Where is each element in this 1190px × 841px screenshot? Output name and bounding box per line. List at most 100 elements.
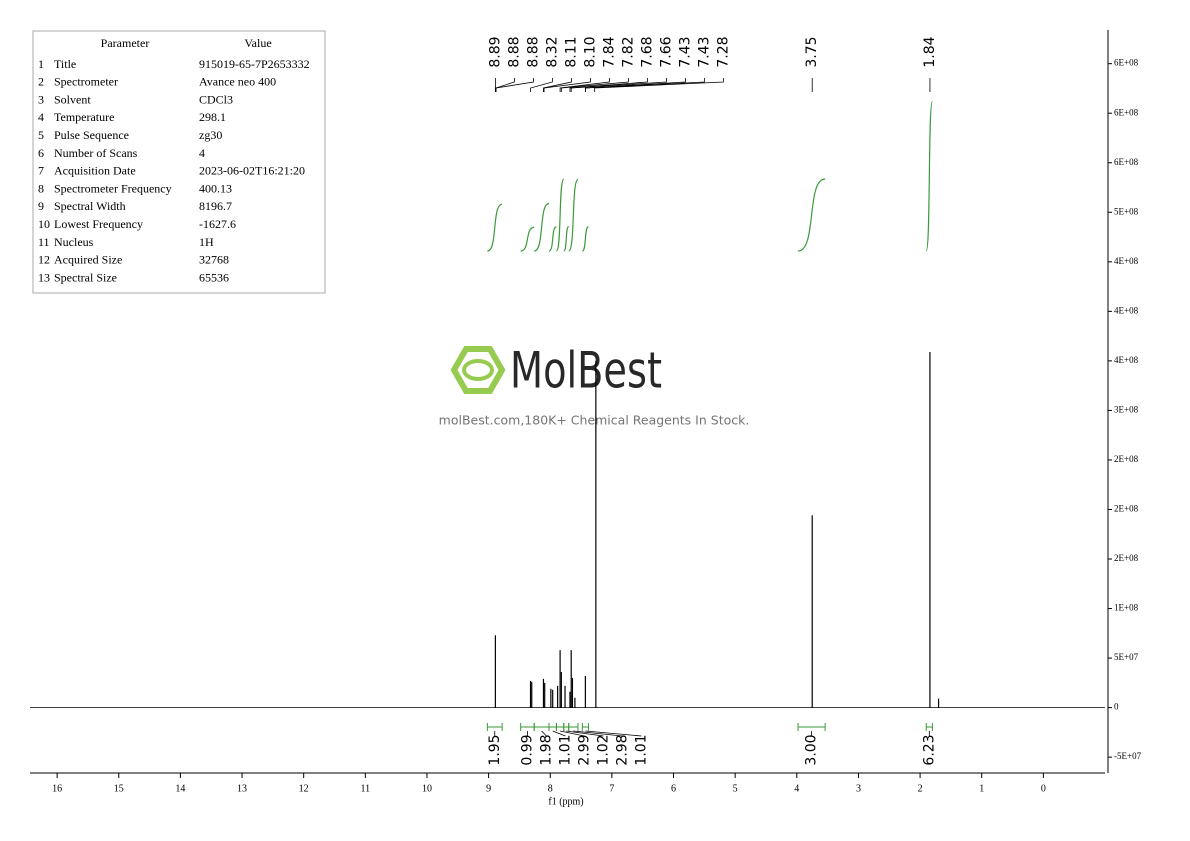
table-cell: 1 bbox=[38, 57, 44, 71]
table-cell: 9 bbox=[38, 199, 44, 213]
x-tick-label: 6 bbox=[671, 783, 676, 794]
table-cell: Acquired Size bbox=[54, 253, 122, 267]
peak-label: 8.11 bbox=[563, 36, 579, 67]
table-cell: Pulse Sequence bbox=[54, 128, 129, 142]
x-tick-label: 1 bbox=[979, 783, 984, 794]
integral-leader bbox=[552, 730, 566, 737]
table-cell: Spectrometer Frequency bbox=[54, 181, 172, 195]
table-cell: 8196.7 bbox=[199, 199, 232, 213]
table-cell: 12 bbox=[38, 253, 50, 267]
table-cell: 11 bbox=[38, 235, 50, 249]
peak-label: 7.66 bbox=[658, 36, 674, 67]
table-cell: 8 bbox=[38, 181, 44, 195]
integral-leader bbox=[585, 730, 642, 737]
table-cell: 32768 bbox=[199, 253, 229, 267]
peak-label: 8.32 bbox=[544, 36, 560, 67]
y-tick-label: 0 bbox=[1114, 702, 1119, 712]
integral-label: 1.98 bbox=[538, 734, 554, 765]
y-tick-label: 2E+08 bbox=[1114, 454, 1139, 464]
peak-label: 7.82 bbox=[620, 36, 636, 67]
y-tick-label: 4E+08 bbox=[1114, 355, 1139, 365]
peak-label-leader bbox=[584, 78, 705, 92]
integral-leader bbox=[541, 730, 547, 737]
y-tick-label: 2E+08 bbox=[1114, 553, 1139, 563]
integral-bracket bbox=[486, 723, 503, 731]
y-tick-label: 6E+08 bbox=[1114, 58, 1139, 68]
table-cell: Title bbox=[54, 57, 76, 71]
x-tick-label: 12 bbox=[299, 783, 309, 794]
peak-label-leader bbox=[495, 78, 534, 92]
peak-label-leader bbox=[543, 78, 572, 92]
peak-label: 7.43 bbox=[696, 36, 712, 67]
table-cell: 6 bbox=[38, 146, 44, 160]
table-cell: CDCl3 bbox=[199, 92, 233, 106]
table-cell: Solvent bbox=[54, 92, 91, 106]
x-tick-label: 3 bbox=[856, 783, 861, 794]
table-cell: -1627.6 bbox=[199, 217, 236, 231]
peak-label-leader bbox=[530, 78, 553, 92]
x-tick-label: 7 bbox=[609, 783, 614, 794]
table-cell: Nucleus bbox=[54, 235, 94, 249]
integral-label: 1.02 bbox=[595, 734, 611, 765]
table-cell: 2023-06-02T16:21:20 bbox=[199, 164, 305, 178]
x-tick-label: 14 bbox=[175, 783, 185, 794]
table-cell: Temperature bbox=[54, 110, 114, 124]
table-cell: Spectrometer bbox=[54, 75, 118, 89]
integral-label: 1.95 bbox=[487, 734, 503, 765]
table-cell: 2 bbox=[38, 75, 44, 89]
table-cell: Spectral Size bbox=[54, 270, 117, 284]
peak-label: 3.75 bbox=[804, 36, 820, 67]
peak-label: 1.84 bbox=[922, 36, 938, 67]
watermark-brand: MolBest bbox=[510, 342, 662, 400]
x-tick-label: 4 bbox=[794, 783, 799, 794]
table-cell: Acquisition Date bbox=[54, 164, 136, 178]
table-cell: 298.1 bbox=[199, 110, 226, 124]
x-tick-label: 9 bbox=[486, 783, 491, 794]
table-cell: 915019-65-7P2653332 bbox=[199, 57, 310, 71]
x-tick-label: 10 bbox=[422, 783, 432, 794]
y-tick-label: 3E+08 bbox=[1114, 404, 1139, 414]
x-tick-label: 16 bbox=[52, 783, 62, 794]
x-tick-label: 13 bbox=[237, 783, 247, 794]
x-tick-label: 2 bbox=[918, 783, 923, 794]
integral-curve bbox=[520, 226, 535, 252]
x-tick-label: 5 bbox=[733, 783, 738, 794]
y-tick-label: 2E+08 bbox=[1114, 504, 1139, 514]
integral-leader bbox=[573, 730, 623, 737]
peak-label: 8.88 bbox=[525, 36, 541, 67]
y-tick-label: 6E+08 bbox=[1114, 107, 1139, 117]
peak-label: 7.43 bbox=[677, 36, 693, 67]
peak-label: 8.89 bbox=[487, 36, 503, 67]
table-cell: 400.13 bbox=[199, 181, 232, 195]
table-cell: zg30 bbox=[199, 128, 222, 142]
integral-curve bbox=[581, 226, 590, 252]
y-tick-label: 4E+08 bbox=[1114, 305, 1139, 315]
x-tick-label: 8 bbox=[548, 783, 553, 794]
peak-label: 7.28 bbox=[715, 36, 731, 67]
x-axis-label: f1 (ppm) bbox=[548, 796, 583, 807]
integral-leader bbox=[566, 730, 604, 737]
integral-curve bbox=[555, 178, 565, 252]
y-tick-label: -5E+07 bbox=[1114, 751, 1142, 761]
table-header: Value bbox=[244, 36, 271, 50]
y-tick-label: 5E+08 bbox=[1114, 206, 1139, 216]
peak-label: 8.10 bbox=[582, 36, 598, 67]
peak-label: 8.88 bbox=[506, 36, 522, 67]
y-tick-label: 4E+08 bbox=[1114, 256, 1139, 266]
integral-bracket bbox=[925, 723, 933, 731]
table-cell: 1H bbox=[199, 235, 214, 249]
integral-bracket bbox=[581, 723, 589, 731]
integral-bracket bbox=[568, 723, 579, 731]
integral-label: 0.99 bbox=[519, 734, 535, 765]
integral-curve bbox=[487, 203, 503, 252]
peak-label: 7.84 bbox=[601, 36, 617, 67]
integral-curve bbox=[563, 225, 570, 252]
watermark: MolBest molBest.com,180K+ Chemical Reage… bbox=[439, 342, 750, 428]
table-cell: 4 bbox=[199, 146, 205, 160]
y-tick-label: 6E+08 bbox=[1114, 157, 1139, 167]
integral-label: 1.01 bbox=[633, 734, 649, 765]
peak-label: 7.68 bbox=[639, 36, 655, 67]
integral-label: 2.98 bbox=[614, 734, 630, 765]
table-cell: Number of Scans bbox=[54, 146, 138, 160]
